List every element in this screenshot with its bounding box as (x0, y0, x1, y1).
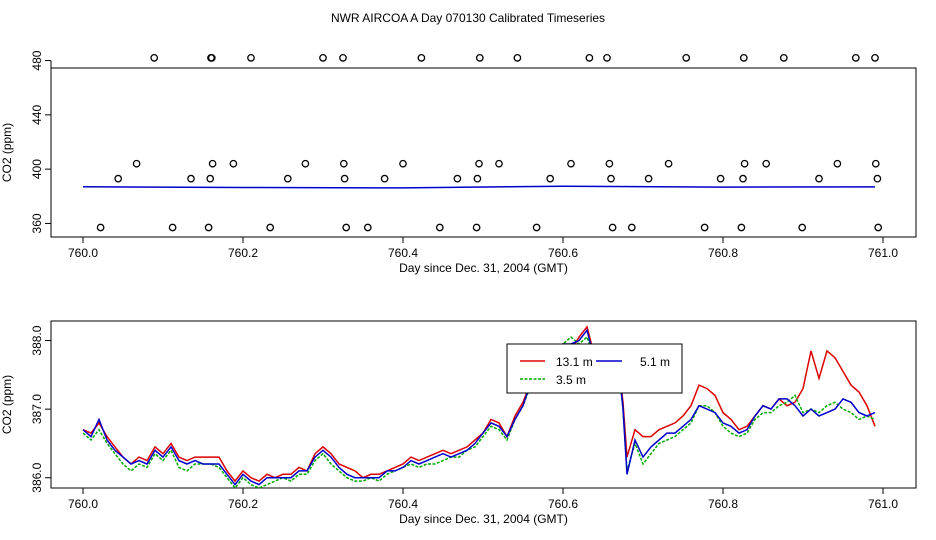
data-point (851, 54, 860, 62)
data-point (739, 174, 747, 183)
data-point (739, 54, 748, 62)
data-point (380, 174, 389, 183)
x-tick-label: 760.0 (68, 497, 98, 511)
data-point (150, 54, 159, 62)
x-tick-label: 760.6 (548, 246, 578, 260)
data-point (513, 54, 522, 62)
y-tick-label: 480 (30, 50, 44, 70)
series-line-0 (82, 325, 876, 483)
data-point (472, 223, 481, 232)
data-point (168, 223, 177, 232)
data-point (435, 223, 444, 232)
data-point (532, 223, 541, 232)
data-point (874, 223, 883, 232)
data-point (96, 223, 105, 232)
data-point (187, 174, 195, 183)
data-point (798, 223, 807, 232)
chart-title: NWR AIRCOA A Day 070130 Calibrated Times… (331, 11, 605, 25)
series-line-1 (82, 335, 876, 490)
data-point (363, 223, 372, 232)
data-point (475, 159, 483, 168)
data-point (399, 159, 407, 168)
data-point (417, 54, 426, 62)
legend-label: 3.5 m (556, 373, 586, 387)
x-axis-label: Day since Dec. 31, 2004 (GMT) (399, 512, 568, 526)
data-point (605, 159, 614, 168)
data-point (339, 54, 347, 62)
legend-label: 13.1 m (556, 355, 593, 369)
data-point (132, 159, 141, 168)
data-point (495, 159, 503, 168)
data-point (475, 54, 484, 62)
data-point (871, 54, 879, 62)
data-point (473, 174, 482, 183)
plot-frame (50, 67, 917, 238)
data-point (664, 159, 673, 168)
data-point (319, 54, 327, 62)
x-tick-label: 760.4 (388, 246, 418, 260)
data-point (207, 54, 216, 62)
data-point (740, 159, 749, 168)
x-tick-label: 760.8 (708, 497, 738, 511)
x-tick-label: 760.2 (228, 246, 258, 260)
data-point (229, 159, 238, 168)
x-tick-label: 761.0 (868, 497, 898, 511)
y-tick-label: 387.0 (30, 394, 44, 424)
data-point (546, 174, 555, 183)
data-point (204, 223, 213, 232)
data-point (762, 159, 771, 168)
y-axis-label: CO2 (ppm) (0, 375, 14, 434)
data-point (873, 174, 882, 183)
data-point (603, 54, 611, 62)
y-tick-label: 360 (30, 213, 44, 233)
legend: 13.1 m 3.5 m 5.1 m (506, 343, 683, 394)
data-point (716, 174, 725, 183)
y-tick-label: 400 (30, 159, 44, 179)
data-point (114, 174, 123, 183)
data-point (608, 223, 617, 232)
data-point (342, 223, 351, 232)
y-tick-label: 388.0 (30, 325, 44, 355)
data-point (339, 159, 348, 168)
data-point (627, 223, 636, 232)
series-line-2 (82, 328, 876, 486)
data-point (283, 174, 292, 183)
data-point (567, 159, 575, 168)
data-point (815, 174, 823, 183)
data-point (301, 159, 310, 168)
data-point (737, 223, 746, 232)
legend-box (506, 343, 683, 394)
data-point (700, 223, 709, 232)
data-point (779, 54, 788, 62)
co2-all-samples-panel: 760.0 760.2 760.4 760.6 760.8 761.0 Day since … (0, 50, 917, 275)
data-point (644, 174, 653, 183)
co2-by-height-panel: 760.0 760.2 760.4 760.6 760.8 761.0 Day since … (0, 320, 917, 526)
data-point (833, 159, 842, 168)
x-tick-label: 760.8 (708, 246, 738, 260)
x-tick-label: 760.6 (548, 497, 578, 511)
data-point (453, 174, 462, 183)
x-tick-label: 760.4 (388, 497, 418, 511)
data-point (682, 54, 691, 62)
data-point (340, 174, 349, 183)
x-tick-label: 761.0 (868, 246, 898, 260)
data-point (208, 159, 217, 168)
data-point (607, 174, 615, 183)
data-point (247, 54, 255, 62)
series-line-1 (82, 185, 876, 189)
x-tick-label: 760.0 (68, 246, 98, 260)
data-point (266, 223, 275, 232)
y-tick-label: 386.0 (30, 462, 44, 492)
x-axis-label: Day since Dec. 31, 2004 (GMT) (399, 261, 568, 275)
data-point (871, 159, 880, 168)
data-point (206, 174, 215, 183)
y-tick-label: 440 (30, 105, 44, 125)
legend-label: 5.1 m (640, 355, 670, 369)
data-point (585, 54, 594, 62)
y-axis-label: CO2 (ppm) (0, 123, 14, 182)
x-tick-label: 760.2 (228, 497, 258, 511)
